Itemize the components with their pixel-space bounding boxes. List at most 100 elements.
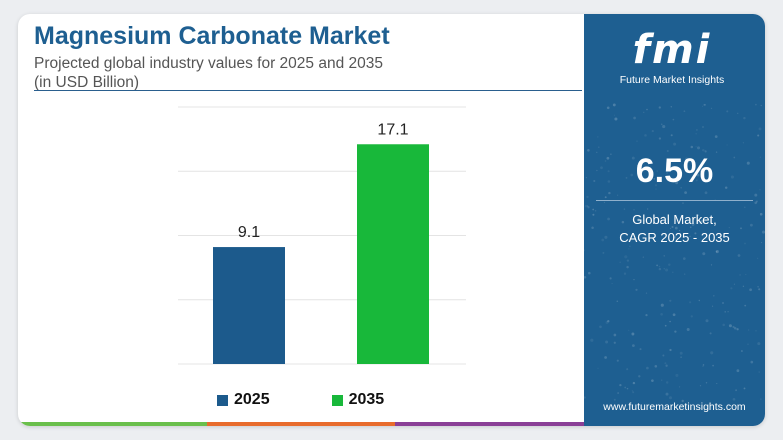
decor-dot (715, 151, 718, 153)
decor-dot (658, 106, 661, 109)
decor-dot (598, 146, 600, 148)
decor-dot (656, 170, 659, 172)
decor-dot (643, 111, 645, 113)
decor-dot (625, 176, 628, 179)
decor-dot (695, 133, 697, 135)
decor-dot (646, 108, 648, 111)
decor-dot (656, 264, 658, 267)
decor-dot (699, 385, 702, 387)
bar-2035 (357, 144, 429, 364)
decor-dot (755, 103, 757, 106)
decor-dot (757, 285, 759, 288)
decor-dot (680, 356, 682, 358)
decor-dot (702, 364, 705, 366)
decor-dot (724, 186, 728, 189)
decor-dot (660, 312, 663, 316)
decor-dot (755, 330, 757, 332)
decor-dot (714, 135, 718, 138)
decor-dot (673, 142, 677, 146)
decor-dot (665, 392, 669, 396)
decor-dot (661, 123, 663, 125)
decor-dot (633, 208, 635, 211)
decor-dot (737, 254, 741, 257)
chart-title: Magnesium Carbonate Market (34, 22, 390, 50)
decor-dot (607, 320, 610, 323)
decor-dot (663, 268, 665, 270)
decor-dot (646, 366, 649, 370)
decor-dot (584, 249, 585, 252)
decor-dot (668, 263, 671, 266)
decor-dot (754, 201, 757, 205)
decor-dot (757, 257, 759, 259)
decor-dot (743, 387, 746, 390)
decor-dot (705, 382, 708, 384)
decor-dot (689, 235, 691, 237)
decor-dot (631, 156, 635, 160)
decor-dot (681, 399, 684, 403)
cagr-label-line1: Global Market, (632, 212, 717, 227)
decor-dot (654, 184, 658, 187)
cagr-value: 6.5% (635, 152, 714, 190)
website-link[interactable]: www.futuremarketinsights.com (603, 401, 746, 413)
decor-dot (626, 368, 629, 371)
decor-dot (695, 128, 698, 131)
decor-dot (605, 340, 609, 344)
decor-dot (633, 116, 636, 120)
decor-dot (674, 330, 677, 333)
decor-dot (702, 365, 704, 367)
decor-dot (611, 282, 613, 285)
chart-legend: 2025 2035 (217, 391, 446, 409)
decor-dot (604, 160, 607, 162)
decor-dot (670, 134, 673, 137)
decor-dot (635, 288, 638, 291)
decor-dot (604, 196, 607, 199)
decor-dot (586, 195, 589, 199)
decor-dot (665, 381, 669, 384)
decor-dot (626, 387, 629, 390)
decor-dot (721, 301, 725, 305)
decor-dot (749, 223, 753, 227)
decor-dot (645, 292, 648, 294)
decor-dot (594, 209, 597, 212)
decor-dot (623, 272, 627, 275)
unit-label: (in USD Billion) (34, 74, 140, 91)
decor-dot (727, 311, 729, 313)
decor-dot (596, 169, 598, 172)
decor-dot (715, 250, 719, 254)
decor-dot (691, 223, 695, 226)
decor-dot (648, 178, 650, 180)
decor-dot (609, 277, 612, 280)
decor-dot (591, 226, 594, 229)
decor-dot (592, 208, 595, 211)
decor-dot (639, 348, 642, 351)
decor-dot (733, 156, 736, 159)
decor-dot (702, 148, 705, 152)
dot-pattern (584, 103, 765, 405)
decor-dot (726, 144, 728, 146)
chart-subtitle: Projected global industry values for 202… (34, 55, 383, 72)
decor-dot (742, 142, 745, 144)
decor-dot (736, 328, 739, 331)
decor-dot (585, 176, 588, 179)
fmi-logo: fmi (632, 27, 712, 73)
decor-dot (698, 299, 701, 302)
decor-dot (682, 257, 686, 260)
decor-dot (697, 221, 701, 225)
decor-dot (610, 153, 612, 155)
decor-dot (733, 326, 737, 330)
decor-dot (626, 259, 630, 262)
decor-dot (605, 321, 609, 324)
decor-dot (636, 403, 638, 405)
decor-dot (712, 305, 714, 307)
decor-dot (760, 398, 762, 400)
decor-dot (693, 218, 695, 220)
decor-dot (703, 103, 706, 106)
decor-dot (757, 134, 760, 137)
sidebar-divider (596, 200, 753, 201)
decor-dot (601, 238, 605, 242)
decor-dot (761, 230, 765, 234)
decor-dot (710, 107, 713, 110)
decor-dot (680, 186, 683, 189)
decor-dot (673, 235, 677, 239)
decor-dot (759, 156, 762, 158)
